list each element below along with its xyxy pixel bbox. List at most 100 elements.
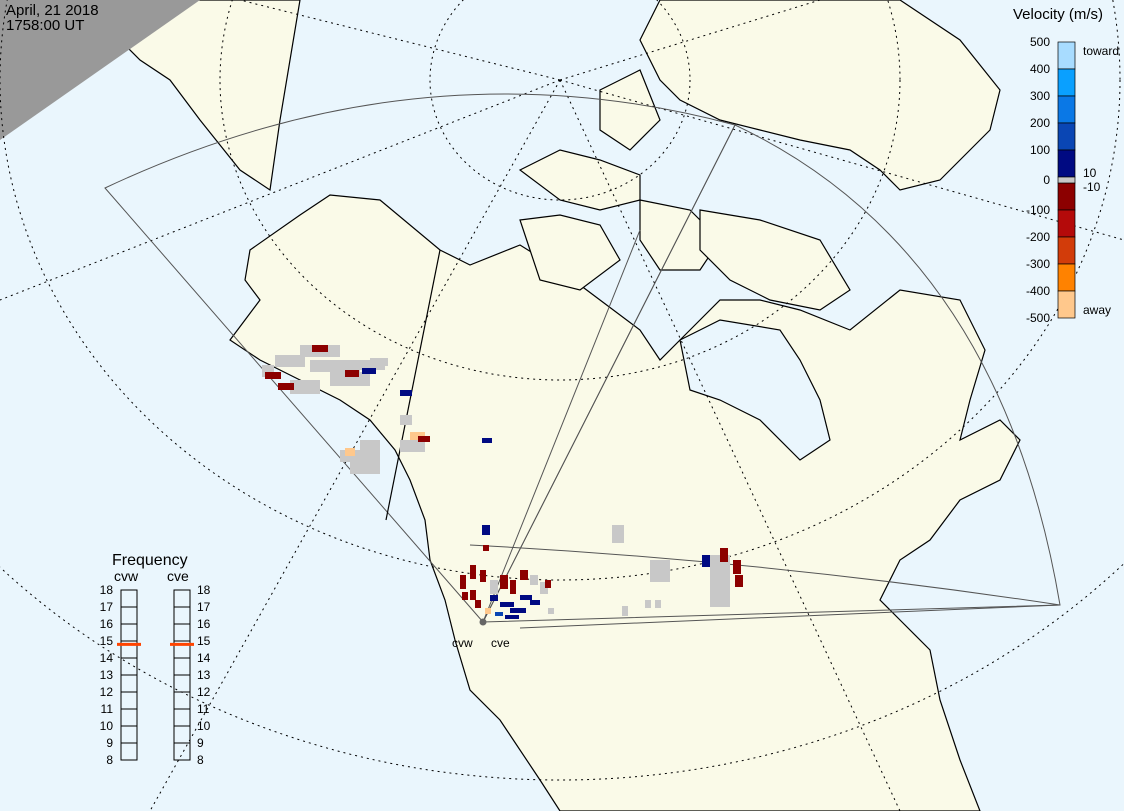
velocity-tick-label: -300 bbox=[1026, 257, 1050, 271]
frequency-tick-right: 13 bbox=[197, 668, 211, 682]
radar-echo-cell bbox=[312, 345, 328, 352]
frequency-tick-left: 11 bbox=[101, 702, 114, 716]
velocity-tick-label: -500 bbox=[1026, 311, 1050, 325]
frequency-tick-left: 18 bbox=[100, 583, 114, 597]
radar-echo-cell bbox=[470, 565, 476, 579]
away-label: away bbox=[1083, 303, 1111, 317]
radar-echo-cell bbox=[400, 390, 412, 396]
radar-echo-cell bbox=[480, 570, 486, 582]
velocity-band bbox=[1057, 95, 1076, 124]
radar-echo-cell bbox=[500, 575, 508, 589]
cvw-field-of-view bbox=[104, 93, 736, 623]
velocity-tick-label: -400 bbox=[1026, 284, 1050, 298]
radar-echo-cell bbox=[418, 436, 430, 442]
radar-echo-cell bbox=[460, 575, 466, 589]
radar-echo-cell bbox=[345, 370, 359, 377]
frequency-tick-right: 9 bbox=[197, 736, 204, 750]
velocity-band bbox=[1057, 263, 1076, 292]
radar-echo-cell bbox=[410, 432, 425, 440]
frequency-tick-left: 10 bbox=[100, 719, 114, 733]
radar-echo-cell bbox=[622, 606, 628, 616]
radar-site-marker bbox=[479, 618, 487, 626]
radar-echo-cell bbox=[370, 358, 388, 366]
velocity-band bbox=[1057, 122, 1076, 151]
radar-echo-cell bbox=[510, 608, 526, 613]
arctic-island bbox=[518, 149, 641, 211]
velocity-color-scale: Velocity (m/s) toward away 10 -10 500 400… bbox=[1013, 6, 1119, 325]
frequency-tick-left: 13 bbox=[100, 668, 114, 682]
radar-echo-cell bbox=[645, 600, 651, 608]
radar-echo-cell bbox=[400, 415, 412, 425]
radar-echo-cell bbox=[490, 580, 498, 594]
frequency-tick-right: 18 bbox=[197, 583, 211, 597]
velocity-band bbox=[1057, 182, 1076, 211]
velocity-tick-label: 0 bbox=[1043, 173, 1050, 187]
gs-lower-label: -10 bbox=[1083, 180, 1101, 194]
velocity-band bbox=[1057, 149, 1076, 178]
radar-echo-cell bbox=[520, 570, 528, 580]
gs-upper-label: 10 bbox=[1083, 166, 1097, 180]
frequency-tick-left: 16 bbox=[100, 617, 114, 631]
velocity-scale-title: Velocity (m/s) bbox=[1013, 6, 1103, 23]
baffin-island bbox=[699, 209, 851, 311]
radar-echo-cell bbox=[702, 555, 710, 567]
radar-echo-cell bbox=[655, 600, 661, 608]
radar-site-label-cvw: cvw bbox=[452, 636, 473, 650]
radar-echo-cell bbox=[510, 580, 516, 594]
north-america-land bbox=[229, 194, 1021, 811]
velocity-band bbox=[1057, 68, 1076, 97]
radar-echo-cell bbox=[650, 560, 670, 582]
radar-echo-cell bbox=[400, 440, 425, 452]
radar-echo-cell bbox=[495, 612, 503, 616]
radar-echo-cell bbox=[710, 555, 730, 607]
radar-echo-cell bbox=[345, 448, 355, 456]
velocity-tick-label: -200 bbox=[1026, 230, 1050, 244]
velocity-tick-label: -100 bbox=[1026, 203, 1050, 217]
radar-echo-cell bbox=[362, 368, 376, 374]
radar-echo-cell bbox=[475, 600, 481, 608]
radar-echo-cell bbox=[505, 615, 519, 619]
frequency-tick-right: 8 bbox=[197, 753, 204, 767]
radar-echo-cell bbox=[290, 380, 320, 394]
radar-echo-cell bbox=[733, 560, 741, 574]
velocity-tick-label: 400 bbox=[1030, 62, 1050, 76]
radar-echo-cell bbox=[360, 440, 380, 452]
frequency-tick-right: 10 bbox=[197, 719, 211, 733]
radar-echo-cell bbox=[548, 608, 554, 614]
arctic-island bbox=[599, 69, 661, 151]
radar-echo-cell bbox=[470, 590, 476, 600]
radar-echo-cell bbox=[612, 525, 624, 543]
frequency-tick-left: 12 bbox=[100, 685, 114, 699]
radar-echo-cell bbox=[720, 548, 728, 562]
radar-echo-cell bbox=[530, 575, 538, 585]
frequency-tick-left: 14 bbox=[100, 651, 114, 665]
alaska-border bbox=[385, 249, 441, 521]
frequency-tick-right: 11 bbox=[197, 702, 210, 716]
siberia-land bbox=[109, 0, 301, 192]
radar-echo-cell bbox=[275, 355, 305, 367]
date-label: April, 21 2018 bbox=[6, 2, 99, 19]
frequency-tick-left: 17 bbox=[100, 600, 114, 614]
frequency-radar-cve: cve bbox=[167, 568, 189, 584]
velocity-band bbox=[1057, 41, 1076, 70]
radar-echo-cell bbox=[310, 360, 360, 372]
velocity-tick-label: 300 bbox=[1030, 89, 1050, 103]
cve-field-of-view bbox=[482, 124, 1061, 623]
radar-echo-cell bbox=[540, 582, 548, 594]
frequency-title: Frequency bbox=[112, 552, 188, 569]
time-label: 1758:00 UT bbox=[6, 17, 84, 34]
velocity-band bbox=[1057, 209, 1076, 238]
radar-echo-cell bbox=[265, 372, 281, 379]
frequency-radar-cvw: cvw bbox=[114, 568, 139, 584]
radar-echo-cell bbox=[520, 595, 532, 600]
frequency-tick-left: 15 bbox=[100, 634, 114, 648]
velocity-tick-label: 100 bbox=[1030, 143, 1050, 157]
frequency-panel: Frequency cvw cve 18 18 17 17 16 16 15 15 14 14 13… bbox=[100, 552, 211, 767]
hudson-bay bbox=[679, 319, 831, 461]
radar-echo-cell bbox=[350, 462, 380, 474]
radar-echo-cell bbox=[490, 595, 498, 601]
frequency-tick-right: 14 bbox=[197, 651, 211, 665]
radar-echoes bbox=[262, 345, 743, 619]
frequency-tick-right: 12 bbox=[197, 685, 211, 699]
